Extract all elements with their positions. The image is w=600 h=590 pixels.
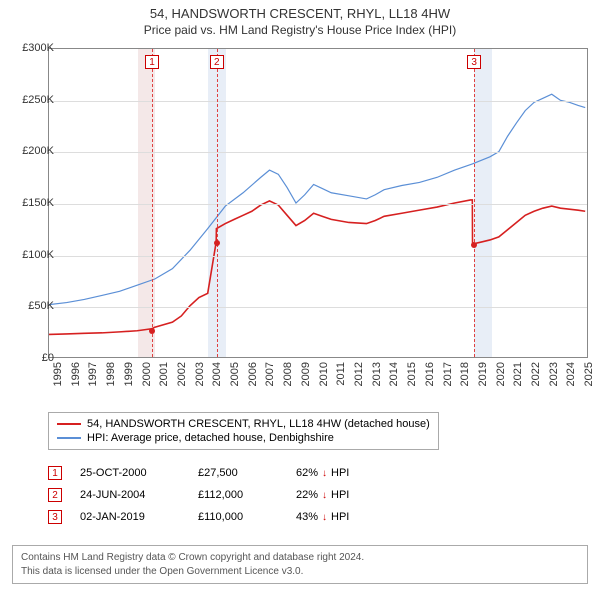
x-axis-label: 2000 bbox=[141, 362, 153, 402]
legend: 54, HANDSWORTH CRESCENT, RHYL, LL18 4HW … bbox=[48, 412, 439, 450]
sale-row: 3 02-JAN-2019 £110,000 43% ↓ HPI bbox=[48, 506, 349, 528]
sale-delta-suffix: HPI bbox=[331, 489, 349, 501]
gridline bbox=[49, 204, 587, 205]
x-axis-label: 2008 bbox=[282, 362, 294, 402]
chart-subtitle: Price paid vs. HM Land Registry's House … bbox=[0, 23, 600, 37]
sale-marker-line bbox=[474, 49, 475, 357]
y-axis-label: £250K bbox=[10, 94, 54, 106]
y-axis-label: £150K bbox=[10, 197, 54, 209]
sale-price: £112,000 bbox=[198, 489, 278, 501]
arrow-down-icon: ↓ bbox=[322, 490, 327, 501]
x-axis-label: 2015 bbox=[406, 362, 418, 402]
chart-svg bbox=[49, 49, 587, 357]
x-axis-label: 2001 bbox=[158, 362, 170, 402]
gridline bbox=[49, 152, 587, 153]
y-axis-label: £300K bbox=[10, 42, 54, 54]
legend-swatch bbox=[57, 423, 81, 425]
x-axis-label: 2009 bbox=[300, 362, 312, 402]
x-axis-label: 2022 bbox=[530, 362, 542, 402]
x-axis-label: 2023 bbox=[548, 362, 560, 402]
sales-table: 1 25-OCT-2000 £27,500 62% ↓ HPI 2 24-JUN… bbox=[48, 462, 349, 528]
x-axis-label: 2016 bbox=[424, 362, 436, 402]
y-axis-label: £50K bbox=[10, 300, 54, 312]
sale-marker-box: 3 bbox=[48, 510, 62, 524]
sale-marker-box: 2 bbox=[48, 488, 62, 502]
sale-delta: 43% ↓ HPI bbox=[296, 511, 349, 523]
arrow-down-icon: ↓ bbox=[322, 512, 327, 523]
arrow-down-icon: ↓ bbox=[322, 468, 327, 479]
x-axis-label: 2020 bbox=[495, 362, 507, 402]
sale-delta-suffix: HPI bbox=[331, 467, 349, 479]
sale-dot bbox=[214, 240, 220, 246]
sale-marker-number: 1 bbox=[145, 55, 159, 69]
sale-marker-line bbox=[152, 49, 153, 357]
x-axis-label: 2018 bbox=[459, 362, 471, 402]
x-axis-label: 1998 bbox=[105, 362, 117, 402]
legend-label: HPI: Average price, detached house, Denb… bbox=[87, 432, 334, 444]
sale-marker-box: 1 bbox=[48, 466, 62, 480]
sale-delta-pct: 62% bbox=[296, 467, 318, 479]
x-axis-label: 2006 bbox=[247, 362, 259, 402]
x-axis-label: 2024 bbox=[565, 362, 577, 402]
x-axis-label: 2019 bbox=[477, 362, 489, 402]
x-axis-label: 2005 bbox=[229, 362, 241, 402]
x-axis-label: 2004 bbox=[211, 362, 223, 402]
y-axis-label: £100K bbox=[10, 249, 54, 261]
sale-delta-pct: 22% bbox=[296, 489, 318, 501]
footer-line: Contains HM Land Registry data © Crown c… bbox=[21, 551, 579, 565]
series-line bbox=[49, 200, 585, 335]
sale-marker-number: 2 bbox=[210, 55, 224, 69]
x-axis-label: 2017 bbox=[442, 362, 454, 402]
chart-title: 54, HANDSWORTH CRESCENT, RHYL, LL18 4HW bbox=[0, 6, 600, 21]
x-axis-label: 2011 bbox=[335, 362, 347, 402]
sale-delta-pct: 43% bbox=[296, 511, 318, 523]
sale-delta: 62% ↓ HPI bbox=[296, 467, 349, 479]
sale-row: 2 24-JUN-2004 £112,000 22% ↓ HPI bbox=[48, 484, 349, 506]
sale-price: £110,000 bbox=[198, 511, 278, 523]
x-axis-label: 2012 bbox=[353, 362, 365, 402]
x-axis-label: 2002 bbox=[176, 362, 188, 402]
footer-line: This data is licensed under the Open Gov… bbox=[21, 565, 579, 579]
x-axis-label: 1995 bbox=[52, 362, 64, 402]
x-axis-label: 2003 bbox=[194, 362, 206, 402]
sale-price: £27,500 bbox=[198, 467, 278, 479]
sale-marker-number: 3 bbox=[467, 55, 481, 69]
sale-dot bbox=[149, 328, 155, 334]
y-axis-label: £200K bbox=[10, 145, 54, 157]
sale-date: 25-OCT-2000 bbox=[80, 467, 180, 479]
x-axis-label: 2013 bbox=[371, 362, 383, 402]
x-axis-label: 2014 bbox=[388, 362, 400, 402]
x-axis-label: 2010 bbox=[318, 362, 330, 402]
plot-area: 1 2 3 bbox=[48, 48, 588, 358]
gridline bbox=[49, 307, 587, 308]
legend-swatch bbox=[57, 437, 81, 439]
x-axis-label: 1996 bbox=[70, 362, 82, 402]
x-axis-label: 1997 bbox=[87, 362, 99, 402]
sale-date: 02-JAN-2019 bbox=[80, 511, 180, 523]
sale-date: 24-JUN-2004 bbox=[80, 489, 180, 501]
series-line bbox=[49, 94, 585, 304]
sale-delta: 22% ↓ HPI bbox=[296, 489, 349, 501]
sale-marker-line bbox=[217, 49, 218, 357]
legend-label: 54, HANDSWORTH CRESCENT, RHYL, LL18 4HW … bbox=[87, 418, 430, 430]
gridline bbox=[49, 256, 587, 257]
footer: Contains HM Land Registry data © Crown c… bbox=[12, 545, 588, 584]
x-axis-label: 1999 bbox=[123, 362, 135, 402]
x-axis-label: 2007 bbox=[264, 362, 276, 402]
title-block: 54, HANDSWORTH CRESCENT, RHYL, LL18 4HW … bbox=[0, 0, 600, 39]
chart-container: 54, HANDSWORTH CRESCENT, RHYL, LL18 4HW … bbox=[0, 0, 600, 590]
sale-dot bbox=[471, 242, 477, 248]
y-axis-label: £0 bbox=[10, 352, 54, 364]
x-axis-label: 2025 bbox=[583, 362, 595, 402]
gridline bbox=[49, 101, 587, 102]
sale-row: 1 25-OCT-2000 £27,500 62% ↓ HPI bbox=[48, 462, 349, 484]
x-axis-label: 2021 bbox=[512, 362, 524, 402]
legend-item: 54, HANDSWORTH CRESCENT, RHYL, LL18 4HW … bbox=[57, 417, 430, 431]
sale-delta-suffix: HPI bbox=[331, 511, 349, 523]
legend-item: HPI: Average price, detached house, Denb… bbox=[57, 431, 430, 445]
